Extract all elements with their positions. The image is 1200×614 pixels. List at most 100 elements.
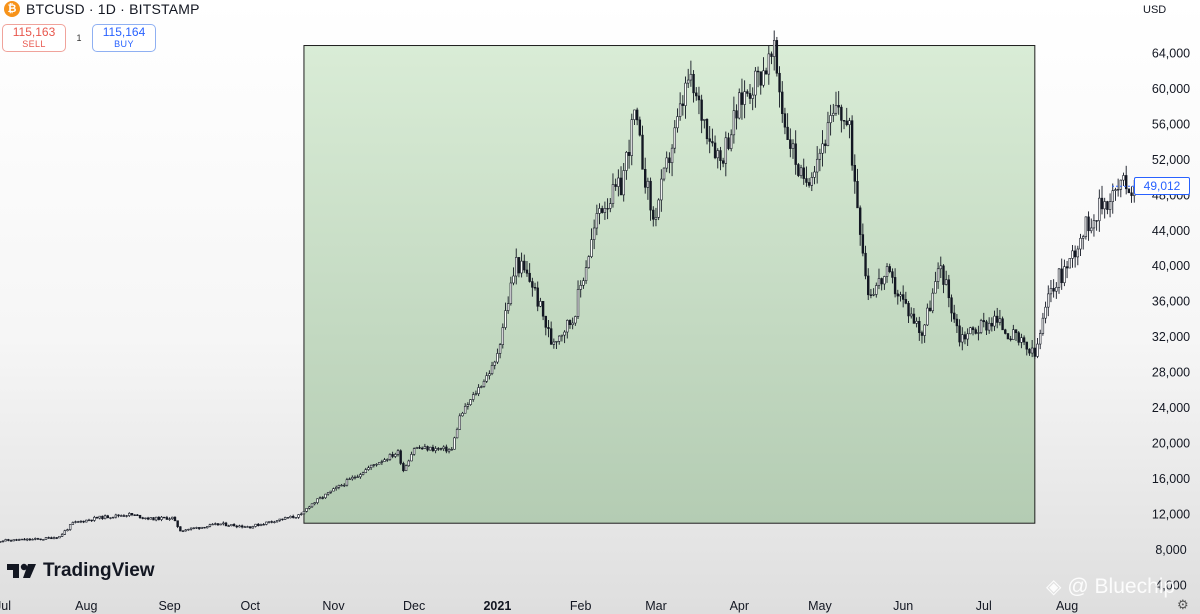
symbol-title[interactable]: BTCUSD · 1D · BITSTAMP <box>26 1 200 17</box>
candle <box>673 120 676 154</box>
candle <box>321 496 324 500</box>
candle <box>1033 347 1037 360</box>
candle <box>286 517 290 519</box>
candle <box>251 525 255 529</box>
candle <box>939 256 942 279</box>
candle <box>1030 339 1034 358</box>
y-tick-label: 52,000 <box>1152 153 1190 167</box>
symbol-header[interactable]: ₿ BTCUSD · 1D · BITSTAMP <box>4 1 200 17</box>
trade-panel: 115,163 SELL 1 115,164 BUY <box>2 24 156 52</box>
candle <box>517 257 521 278</box>
candle <box>289 515 292 519</box>
candle <box>576 280 580 320</box>
settings-icon[interactable]: ⚙ <box>1177 597 1189 612</box>
candle <box>563 330 566 344</box>
candle <box>1052 279 1055 298</box>
candle <box>617 169 620 197</box>
candle <box>146 516 150 521</box>
candle <box>74 520 77 524</box>
candle <box>805 166 808 187</box>
candle <box>71 521 75 525</box>
candle <box>12 539 15 542</box>
y-tick-label: 44,000 <box>1152 224 1190 238</box>
candle <box>1090 218 1093 234</box>
y-tick-label: 60,000 <box>1152 82 1190 96</box>
candle <box>141 516 144 520</box>
candle <box>751 87 754 111</box>
candle <box>214 522 217 526</box>
candle <box>501 323 504 349</box>
candle <box>966 328 969 347</box>
candle <box>926 303 929 326</box>
candle <box>950 294 953 322</box>
candle <box>42 538 45 541</box>
candle <box>996 307 999 329</box>
candle <box>1073 245 1077 268</box>
candle <box>23 537 26 541</box>
candle <box>738 88 741 120</box>
candle <box>592 219 596 250</box>
candle <box>364 467 367 474</box>
candle <box>689 60 693 87</box>
candle <box>568 319 572 329</box>
spread-value: 1 <box>76 33 82 43</box>
candle <box>34 537 37 541</box>
candle <box>111 516 115 519</box>
candle <box>219 523 222 526</box>
candle <box>418 445 421 449</box>
y-tick-label: 8,000 <box>1155 543 1186 557</box>
watermark: ◈ @ Bluechip <box>1046 574 1175 599</box>
candle <box>971 326 975 336</box>
currency-label[interactable]: USD <box>1143 4 1167 16</box>
sell-button[interactable]: 115,163 SELL <box>2 24 66 52</box>
candle <box>197 527 201 531</box>
candle <box>1049 279 1053 303</box>
candle <box>549 321 553 345</box>
x-tick-label: Nov <box>322 599 345 613</box>
candle <box>98 515 101 520</box>
candle <box>657 198 660 221</box>
candle <box>458 413 461 430</box>
candle <box>1057 268 1061 294</box>
candle <box>273 520 276 524</box>
candle <box>154 516 158 522</box>
candle <box>1041 312 1045 336</box>
candle <box>39 538 42 541</box>
candle <box>987 317 991 334</box>
candle <box>958 319 961 347</box>
candle <box>791 139 795 159</box>
candle <box>1009 335 1012 342</box>
candle <box>114 513 118 519</box>
candle <box>888 263 891 274</box>
candle <box>474 390 478 396</box>
candle <box>619 166 623 196</box>
candle <box>1065 260 1069 279</box>
candle <box>818 148 822 172</box>
candle <box>163 516 166 519</box>
candle <box>1014 329 1018 341</box>
candle <box>461 411 464 417</box>
candle <box>429 446 432 451</box>
buy-button[interactable]: 115,164 BUY <box>92 24 156 52</box>
candle <box>703 118 706 129</box>
candle <box>1114 187 1117 201</box>
watermark-text: @ Bluechip <box>1067 575 1176 598</box>
candle <box>453 436 456 450</box>
candle <box>802 158 805 185</box>
candle <box>566 319 569 339</box>
candle <box>58 536 61 539</box>
candle <box>472 391 475 402</box>
candle <box>910 307 913 319</box>
x-tick-label: Jun <box>893 599 913 613</box>
candle <box>797 162 800 178</box>
candle <box>399 449 402 466</box>
candle <box>343 483 346 488</box>
candle <box>697 86 701 115</box>
candle <box>982 312 985 328</box>
candle <box>1084 216 1088 240</box>
candle <box>915 317 918 328</box>
tradingview-logo: TradingView <box>7 560 155 582</box>
candle <box>192 527 195 530</box>
candle <box>641 125 644 170</box>
